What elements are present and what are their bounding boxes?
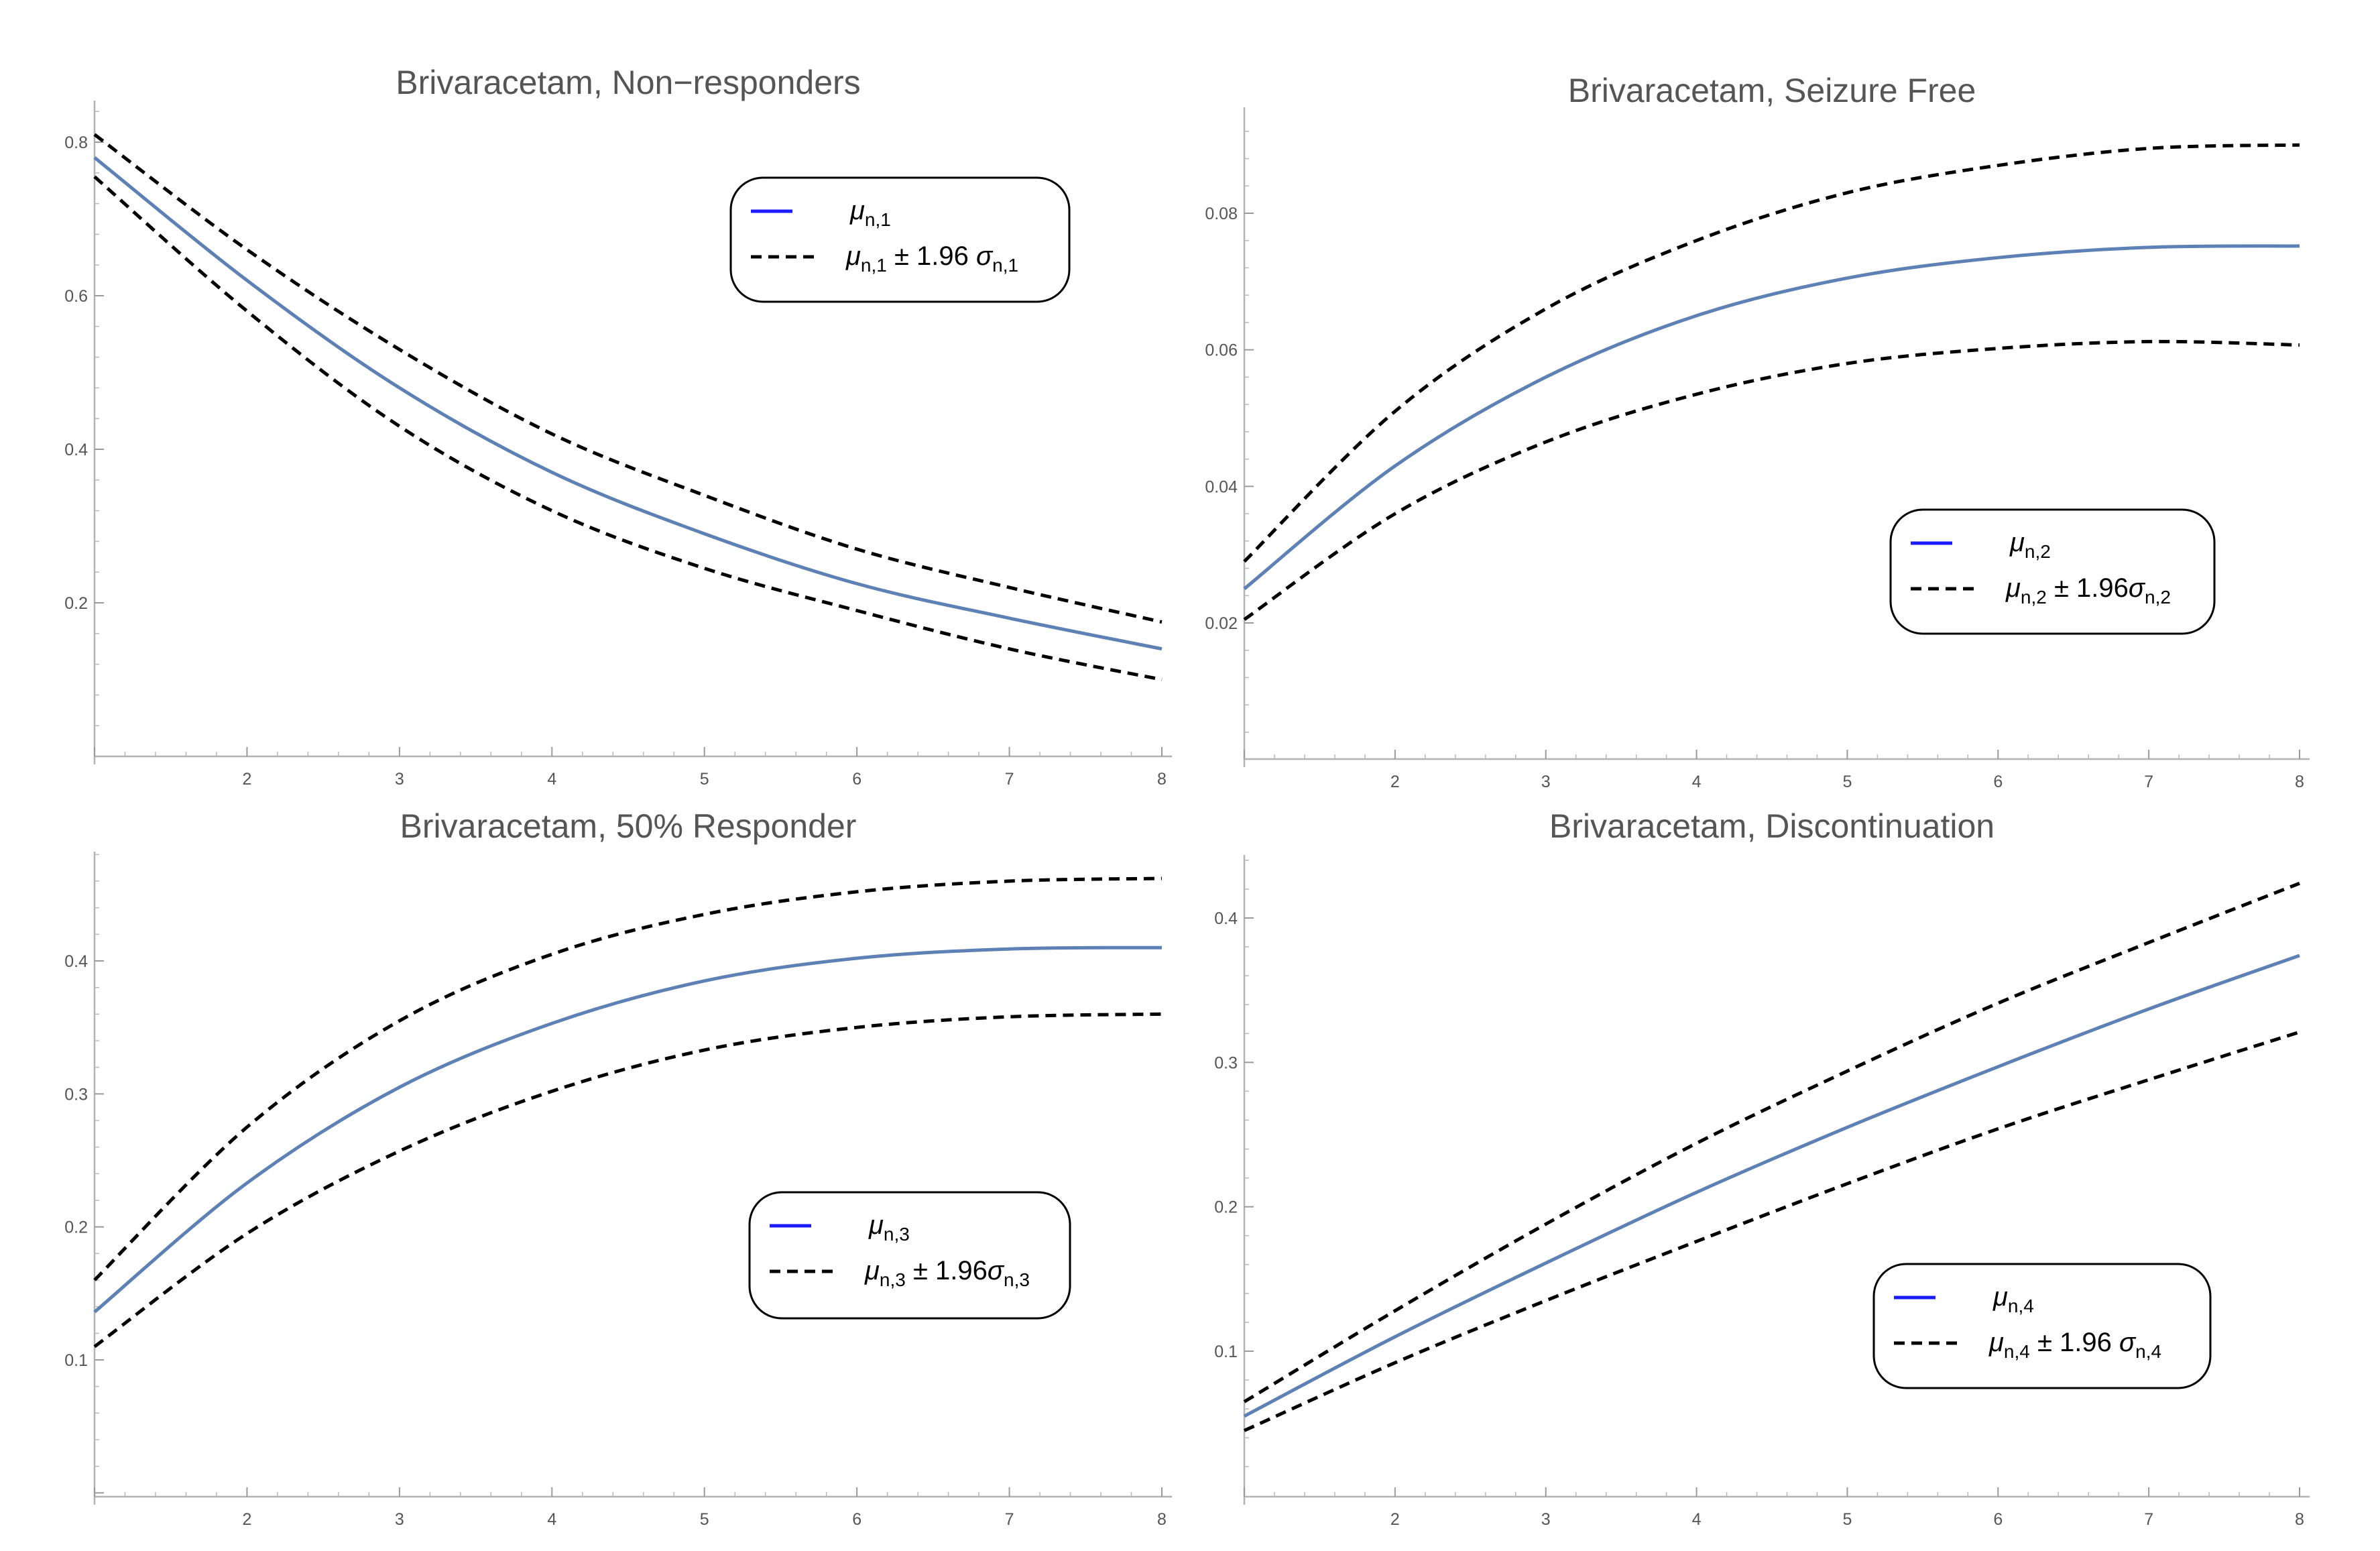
legend-label-band: μn,1 ± 1.96 σn,1 <box>845 241 1018 276</box>
y-tick-label: 0.02 <box>1205 614 1238 633</box>
legend-label-band: μn,3 ± 1.96σn,3 <box>864 1256 1030 1290</box>
series-line-upper <box>93 133 1163 624</box>
legend-box <box>729 176 1071 303</box>
legend-label-mean: μn,4 <box>1992 1282 2034 1316</box>
x-tick-label: 2 <box>1390 772 1400 791</box>
chart-panel-3: Brivaracetam, 50% Responder 2 3 4 5 6 7 8 0.1 0.2… <box>64 807 1172 1529</box>
series-line-mean <box>1243 244 2300 591</box>
series-line-lower <box>93 1012 1163 1348</box>
x-tick-label: 4 <box>1692 1510 1702 1529</box>
series-line-mean <box>93 945 1163 1314</box>
x-tick-label: 4 <box>547 1510 556 1529</box>
legend: μn,1 μn,1 ± 1.96 σn,1 <box>729 176 1071 303</box>
x-tick-label: 7 <box>2144 772 2153 791</box>
chart-panel-1: Brivaracetam, Non−responders 2 3 4 5 6 7 8 0.2 0.… <box>64 64 1172 789</box>
y-tick-label: 0.3 <box>1214 1053 1238 1072</box>
series-line-mean <box>93 156 1163 651</box>
y-tick-label: 0.4 <box>64 952 88 971</box>
x-tick-label: 7 <box>1005 1510 1014 1529</box>
x-tick-label: 5 <box>700 1510 709 1529</box>
series-line-upper <box>93 876 1163 1281</box>
chart-title: Brivaracetam, Seizure Free <box>1568 72 1976 109</box>
y-tick-label: 0.4 <box>1214 909 1238 928</box>
x-tick-label: 8 <box>1157 770 1167 789</box>
y-tick-label: 0.2 <box>64 594 88 613</box>
legend-label-mean: μn,3 <box>868 1210 910 1245</box>
legend: μn,3 μn,3 ± 1.96σn,3 <box>748 1191 1071 1320</box>
x-tick-label: 3 <box>395 1510 404 1529</box>
chart-title: Brivaracetam, Non−responders <box>396 64 860 101</box>
y-tick-label: 0.6 <box>64 287 88 306</box>
x-tick-label: 7 <box>1005 770 1014 789</box>
legend-label-band: μn,4 ± 1.96 σn,4 <box>1988 1328 2161 1362</box>
series-line-lower <box>93 175 1163 681</box>
x-tick-label: 6 <box>1993 1510 2003 1529</box>
chart-title: Brivaracetam, 50% Responder <box>400 807 857 845</box>
series-line-lower <box>1243 339 2300 621</box>
y-tick-label: 0.3 <box>64 1085 88 1104</box>
legend-label-mean: μn,2 <box>2009 528 2051 562</box>
x-tick-label: 2 <box>1390 1510 1400 1529</box>
x-tick-label: 8 <box>1157 1510 1167 1529</box>
chart-panel-2: Brivaracetam, Seizure Free 2 3 4 5 6 7 8 0.02 0.0… <box>1205 72 2310 791</box>
legend-box <box>1872 1263 2212 1389</box>
x-tick-label: 2 <box>242 1510 251 1529</box>
x-tick-label: 5 <box>1842 1510 1852 1529</box>
x-tick-label: 8 <box>2295 772 2304 791</box>
y-tick-label: 0.1 <box>1214 1342 1238 1361</box>
legend-label-band: μn,2 ± 1.96σn,2 <box>2005 573 2171 608</box>
legend: μn,2 μn,2 ± 1.96σn,2 <box>1889 508 2216 635</box>
x-tick-label: 4 <box>547 770 556 789</box>
y-tick-label: 0.06 <box>1205 341 1238 360</box>
y-tick-label: 0.1 <box>64 1351 88 1370</box>
x-tick-label: 6 <box>1993 772 2003 791</box>
x-tick-label: 3 <box>1541 772 1551 791</box>
y-tick-label: 0.4 <box>64 441 88 459</box>
chart-panel-4: Brivaracetam, Discontinuation 2 3 4 5 6 7 8 0.1 0… <box>1214 807 2310 1529</box>
chart-title: Brivaracetam, Discontinuation <box>1549 807 1995 845</box>
y-tick-label: 0.04 <box>1205 477 1238 496</box>
x-tick-label: 4 <box>1692 772 1702 791</box>
y-tick-label: 0.08 <box>1205 205 1238 223</box>
y-tick-label: 0.2 <box>64 1218 88 1237</box>
x-tick-label: 5 <box>1842 772 1852 791</box>
x-tick-label: 6 <box>852 770 861 789</box>
x-tick-label: 8 <box>2295 1510 2304 1529</box>
legend-box <box>1889 508 2216 635</box>
x-tick-label: 7 <box>2144 1510 2153 1529</box>
x-tick-label: 2 <box>242 770 251 789</box>
series-line-upper <box>1243 143 2300 563</box>
series-line-upper <box>1243 881 2300 1403</box>
series-line-mean <box>1243 954 2300 1418</box>
y-tick-label: 0.2 <box>1214 1198 1238 1217</box>
legend-box <box>748 1191 1071 1320</box>
x-tick-label: 3 <box>395 770 404 789</box>
y-tick-label: 0.8 <box>64 133 88 152</box>
x-tick-label: 3 <box>1541 1510 1551 1529</box>
x-tick-label: 6 <box>852 1510 861 1529</box>
legend-label-mean: μn,1 <box>849 196 891 230</box>
series-line-lower <box>1243 1030 2300 1432</box>
x-tick-label: 5 <box>700 770 709 789</box>
legend: μn,4 μn,4 ± 1.96 σn,4 <box>1872 1263 2212 1389</box>
